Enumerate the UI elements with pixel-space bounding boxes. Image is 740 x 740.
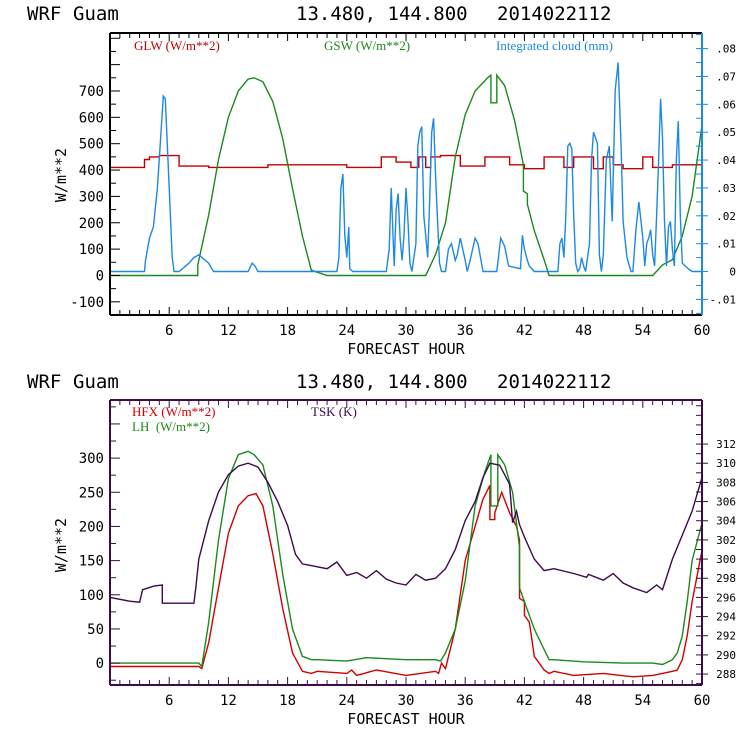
series-group: [110, 450, 702, 678]
x-tick-label: 36: [457, 693, 474, 709]
x-tick-label: 30: [398, 323, 415, 339]
y2-tick-label: .06: [716, 98, 736, 111]
y-tick-label: 400: [79, 163, 104, 179]
top-legend-glw: GLW (W/m**2): [134, 38, 220, 53]
x-tick-label: 54: [634, 693, 651, 709]
bottom-y-axis-label: W/m**2: [52, 518, 70, 572]
y-tick-label: -100: [70, 295, 104, 311]
y2-tick-label: 304: [716, 515, 736, 528]
y2-tick-label: 0: [729, 266, 736, 279]
x-tick-label: 24: [338, 693, 355, 709]
bottom-legend-tsk: TSK (K): [311, 404, 357, 419]
y-tick-label: 100: [79, 242, 104, 258]
x-tick-label: 18: [279, 693, 296, 709]
y2-tick-label: .01: [716, 238, 736, 251]
x-tick-label: 30: [398, 693, 415, 709]
y2-tick-label: 300: [716, 553, 736, 566]
top-legend-cloud: Integrated cloud (mm): [496, 38, 613, 53]
x-tick-label: 12: [220, 693, 237, 709]
top-header-model: WRF: [27, 3, 61, 25]
y-tick-label: 150: [79, 554, 104, 570]
y-tick-label: 500: [79, 137, 104, 153]
x-tick-label: 54: [634, 323, 651, 339]
y2-tick-label: 288: [716, 668, 736, 681]
bottom-header-coords: 13.480, 144.800: [296, 371, 468, 393]
top-legend-gsw: GSW (W/m**2): [324, 38, 410, 53]
series-line-hfx: [110, 485, 702, 678]
y2-tick-label: 308: [716, 476, 736, 489]
y-tick-label: 0: [96, 268, 104, 284]
y2-tick-label: 292: [716, 630, 736, 643]
series-line-tsk: [110, 462, 702, 604]
top-plot-area: 6 12 18 24 30 36 42 48 54 60 -100 0 100 200 300 400 500 6…: [70, 32, 737, 339]
x-tick-label: 42: [516, 693, 533, 709]
bottom-header-init: 2014022112: [497, 371, 611, 393]
bottom-plot-area: 6 12 18 24 30 36 42 48 54 60 0 50 100 150 200 250 300 288…: [79, 399, 736, 709]
x-tick-label: 48: [575, 323, 592, 339]
y2-tick-label: 296: [716, 591, 736, 604]
bottom-chart: WRF Guam 13.480, 144.800 2014022112 6 12 1…: [27, 371, 736, 728]
top-header-location: Guam: [73, 3, 119, 25]
top-header-coords: 13.480, 144.800: [296, 3, 468, 25]
y-tick-label: 200: [79, 519, 104, 535]
y-tick-label: 600: [79, 110, 104, 126]
bottom-legend-lh: LH (W/m**2): [132, 419, 210, 434]
x-tick-label: 36: [457, 323, 474, 339]
x-tick-label: 18: [279, 323, 296, 339]
x-tick-label: 60: [694, 693, 711, 709]
series-group: [110, 62, 702, 277]
y2-tick-label: .08: [716, 43, 736, 56]
series-line-integrated: [110, 62, 702, 274]
y2-tick-label: .04: [716, 154, 736, 167]
y-tick-label: 200: [79, 216, 104, 232]
top-chart: WRF Guam 13.480, 144.800 2014022112 6 12 1…: [27, 3, 736, 358]
y-tick-label: 700: [79, 84, 104, 100]
bottom-legend-hfx: HFX (W/m**2): [132, 404, 215, 419]
y-tick-label: 100: [79, 588, 104, 604]
top-y-axis-label: W/m**2: [52, 148, 70, 202]
bottom-header-model: WRF: [27, 371, 61, 393]
y-tick-label: 250: [79, 485, 104, 501]
y2-tick-label: 290: [716, 649, 736, 662]
y2-tick-label: -.01: [710, 293, 737, 306]
series-line-gsw: [110, 73, 702, 277]
y2-tick-label: 302: [716, 534, 736, 547]
y2-tick-label: .05: [716, 126, 736, 139]
y2-tick-label: .07: [716, 70, 736, 83]
y2-tick-label: 312: [716, 438, 736, 451]
y-tick-label: 0: [96, 656, 104, 672]
x-tick-label: 24: [338, 323, 355, 339]
y2-tick-label: .03: [716, 182, 736, 195]
bottom-header-location: Guam: [73, 371, 119, 393]
y2-tick-label: 310: [716, 457, 736, 470]
x-tick-label: 48: [575, 693, 592, 709]
y2-tick-label: .02: [716, 210, 736, 223]
y2-tick-label: 306: [716, 496, 736, 509]
y-tick-label: 300: [79, 451, 104, 467]
x-tick-label: 12: [220, 323, 237, 339]
x-tick-label: 42: [516, 323, 533, 339]
y-tick-label: 50: [87, 622, 104, 638]
x-tick-label: 6: [165, 693, 173, 709]
top-header-init: 2014022112: [497, 3, 611, 25]
bottom-x-axis-label: FORECAST HOUR: [347, 710, 465, 728]
y2-tick-label: 298: [716, 572, 736, 585]
y2-tick-label: 294: [716, 611, 736, 624]
x-tick-label: 60: [694, 323, 711, 339]
x-tick-label: 6: [165, 323, 173, 339]
top-x-axis-label: FORECAST HOUR: [347, 340, 465, 358]
y-tick-label: 300: [79, 189, 104, 205]
